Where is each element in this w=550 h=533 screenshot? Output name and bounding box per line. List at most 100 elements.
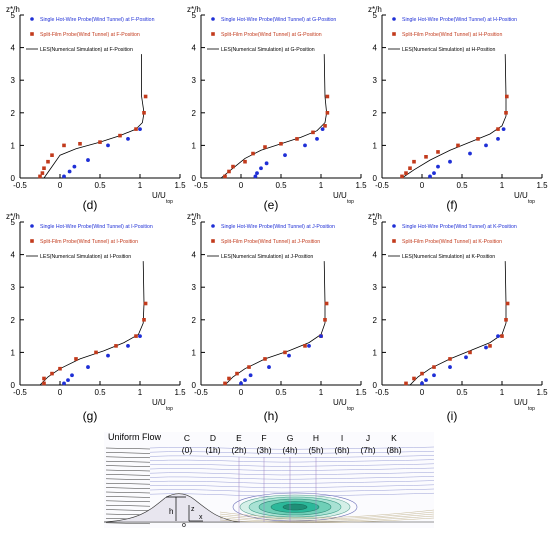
hot-wire-point — [126, 343, 130, 348]
x-tick-label: 1 — [500, 181, 505, 190]
x-tick-label: -0.5 — [194, 181, 208, 190]
hot-wire-point — [70, 373, 74, 378]
legend-label: LES(Numerical Simulation) at H-Position — [402, 47, 496, 53]
y-tick-label: 3 — [373, 76, 378, 85]
inflow-streamline — [105, 522, 151, 525]
x-tick-label: 0 — [58, 181, 63, 190]
position-letter: J — [366, 433, 370, 443]
hot-wire-point — [468, 151, 472, 156]
split-film-point — [134, 127, 138, 131]
split-film-point — [227, 376, 231, 381]
split-film-point — [412, 159, 416, 164]
position-letter: C — [184, 433, 190, 443]
split-film-point — [50, 371, 54, 376]
panel-caption: (g) — [83, 409, 98, 423]
position-distance: (8h) — [386, 445, 401, 455]
hot-wire-point — [86, 365, 90, 369]
x-tick-label: 0 — [420, 181, 425, 190]
y-tick-label: 2 — [373, 109, 378, 118]
x-tick-label: -0.5 — [13, 181, 27, 190]
y-axis-label: z*/h — [368, 212, 382, 221]
y-tick-label: 2 — [11, 109, 16, 118]
panel-caption: (f) — [446, 198, 457, 212]
inflow-streamline — [105, 478, 151, 481]
streamline — [149, 467, 435, 471]
x-axis-label-subscript: top — [166, 199, 173, 205]
x-axis-label: U/U — [333, 398, 347, 407]
hot-wire-point — [126, 136, 130, 141]
hot-wire-point — [264, 161, 269, 166]
split-film-point — [323, 124, 327, 128]
split-film-point — [496, 127, 500, 131]
x-axis-label: U/U — [514, 191, 528, 200]
origin-label: o — [182, 522, 186, 529]
x-tick-label: -0.5 — [375, 388, 389, 397]
y-tick-label: 1 — [192, 141, 197, 150]
y-axis-label: z*/h — [187, 5, 201, 14]
legend-label: Single Hot-Wire Probe(Wind Tunnel) at K-… — [402, 224, 517, 230]
y-tick-label: 0 — [11, 381, 16, 390]
position-letter: K — [391, 433, 397, 443]
hot-wire-point — [448, 365, 452, 369]
x-tick-label: 1 — [319, 388, 324, 397]
inflow-streamline — [105, 452, 151, 454]
position-distance: (1h) — [205, 445, 220, 455]
legend-marker-square — [392, 239, 396, 243]
split-film-point — [504, 111, 508, 115]
y-tick-label: 5 — [373, 11, 378, 20]
hot-wire-point — [259, 166, 263, 171]
x-tick-label: 1.5 — [355, 181, 367, 190]
split-film-point — [235, 371, 239, 376]
x-tick-label: 0.5 — [456, 181, 468, 190]
y-tick-label: 1 — [11, 348, 16, 357]
y-axis-label: z*/h — [368, 5, 382, 14]
split-film-point — [98, 140, 102, 144]
split-film-point — [58, 366, 62, 371]
position-letter: G — [287, 433, 294, 443]
split-film-point — [488, 344, 492, 348]
legend-label: Single Hot-Wire Probe(Wind Tunnel) at J-… — [221, 224, 335, 230]
split-film-point — [94, 350, 98, 355]
y-axis-label: z*/h — [6, 212, 20, 221]
hot-wire-point — [86, 158, 90, 162]
position-distance: (7h) — [360, 445, 375, 455]
hot-wire-point — [484, 143, 488, 148]
position-distance: (6h) — [334, 445, 349, 455]
position-letter: E — [236, 433, 242, 443]
split-film-point — [42, 376, 46, 381]
hot-wire-point — [239, 381, 243, 386]
hot-wire-point — [253, 174, 258, 179]
hot-wire-point — [62, 174, 66, 179]
hot-wire-point — [138, 127, 142, 131]
split-film-point — [505, 301, 510, 306]
y-tick-label: 3 — [11, 76, 16, 85]
split-film-point — [400, 174, 404, 179]
split-film-point — [303, 344, 307, 348]
position-letter: D — [210, 433, 216, 443]
split-film-point — [325, 111, 330, 115]
position-letter: F — [261, 433, 266, 443]
les-line — [409, 261, 507, 386]
legend-label: Split-Film Probe(Wind Tunnel) at G-Posit… — [221, 32, 322, 38]
x-axis-label: U/U — [333, 191, 347, 200]
hot-wire-point — [106, 353, 110, 358]
x-tick-label: 1 — [319, 181, 324, 190]
x-tick-label: 0 — [239, 181, 244, 190]
split-film-point — [412, 376, 416, 381]
split-film-point — [295, 137, 299, 141]
split-film-point — [231, 164, 235, 169]
panel-caption: (i) — [447, 409, 458, 423]
x-axis-label-subscript: top — [166, 406, 173, 412]
split-film-point — [311, 130, 315, 135]
legend-label: Single Hot-Wire Probe(Wind Tunnel) at H-… — [402, 17, 517, 23]
y-tick-label: 1 — [192, 348, 197, 357]
y-tick-label: 4 — [373, 44, 378, 53]
split-film-point — [143, 301, 148, 306]
streamline — [149, 484, 435, 489]
hot-wire-point — [307, 343, 311, 348]
hot-wire-point — [496, 136, 500, 141]
split-film-point — [142, 111, 146, 115]
